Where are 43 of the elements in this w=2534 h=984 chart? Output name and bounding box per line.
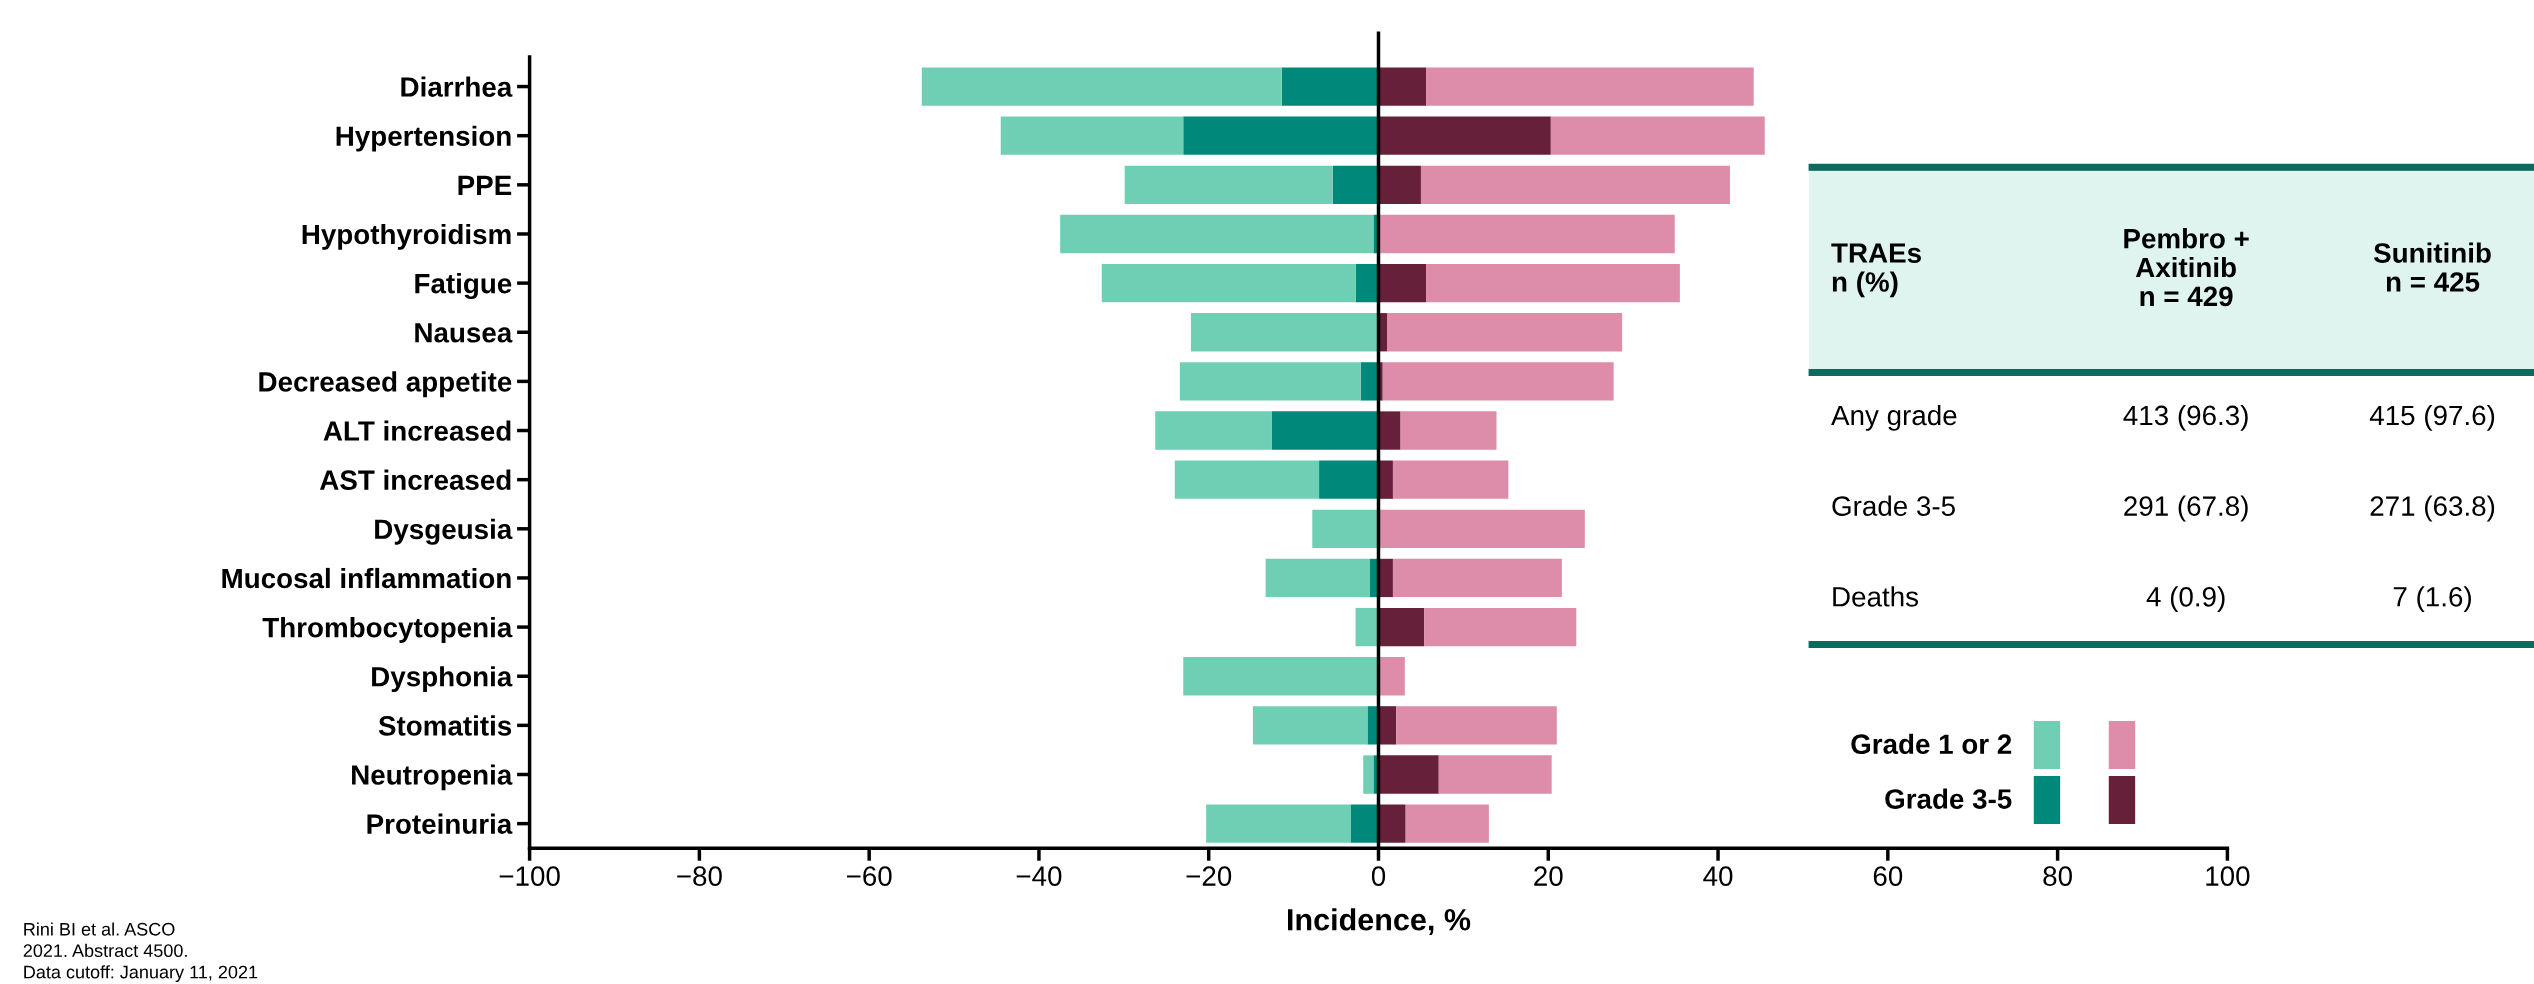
legend-label: Grade 1 or 2 <box>1851 733 2012 755</box>
y-tick-label: Thrombocytopenia <box>262 617 513 643</box>
text: 415 (97.6) <box>2369 404 2495 431</box>
y-tick-label: Nausea <box>415 323 513 343</box>
annotation: 4 (0.9) <box>2146 586 2225 613</box>
y-tick-label: Neutropenia <box>352 764 513 791</box>
annotation: Grade 3-5 <box>1832 495 1955 516</box>
y-tick-label: ALT increased <box>323 420 511 441</box>
annotation: Deaths <box>1833 586 1919 607</box>
x-tick-label: −40 <box>1016 866 1062 886</box>
text: Rini BI et al. ASCO 2021. Abstract 4500. Data cutoff: January 11, 2021 <box>23 922 258 983</box>
annotation: TRAEs n (%) <box>1831 243 1921 298</box>
text: 271 (63.8) <box>2370 495 2495 522</box>
x-tick-label: 40 <box>1703 866 1733 886</box>
y-tick-label: Fatigue <box>415 273 512 300</box>
y-tick-label: Diarrhea <box>401 76 513 97</box>
x-tick-label: 100 <box>2206 866 2250 886</box>
x-tick-label: −20 <box>1186 866 1232 886</box>
y-tick-label: Dysphonia <box>372 666 513 693</box>
x-tick-label: 20 <box>1534 866 1563 886</box>
x-tick-label: −80 <box>677 866 722 886</box>
y-tick-label: Hypertension <box>336 125 511 152</box>
x-axis-title: Incidence, % <box>1288 908 1471 935</box>
text: Sunitinib n = 425 <box>2373 242 2491 292</box>
annotation: Any grade <box>1831 404 1957 431</box>
annotation: 291 (67.8) <box>2124 495 2248 522</box>
annotation: Pembro + Axitinib n = 429 <box>2124 228 2249 307</box>
y-tick-label: Stomatitis <box>378 715 512 736</box>
annotation: 413 (96.3) <box>2123 404 2248 431</box>
y-tick-label: Mucosal inflammation <box>222 567 511 589</box>
y-tick-label: AST increased <box>319 469 511 490</box>
x-tick-label: −60 <box>846 866 892 886</box>
legend-label: Grade 3-5 <box>1885 788 2012 809</box>
y-tick-label: Decreased appetite <box>259 371 512 398</box>
x-tick-label: 60 <box>1873 866 1903 886</box>
x-tick-label: 0 <box>1371 866 1386 886</box>
y-tick-label: Proteinuria <box>367 813 513 834</box>
y-tick-label: PPE <box>458 175 512 195</box>
y-tick-label: Dysgeusia <box>375 518 513 545</box>
x-tick-label: 80 <box>2043 866 2072 886</box>
y-tick-label: Hypothyroidism <box>302 223 511 250</box>
x-tick-label: −100 <box>499 866 560 886</box>
text: 7 (1.6) <box>2393 586 2471 613</box>
